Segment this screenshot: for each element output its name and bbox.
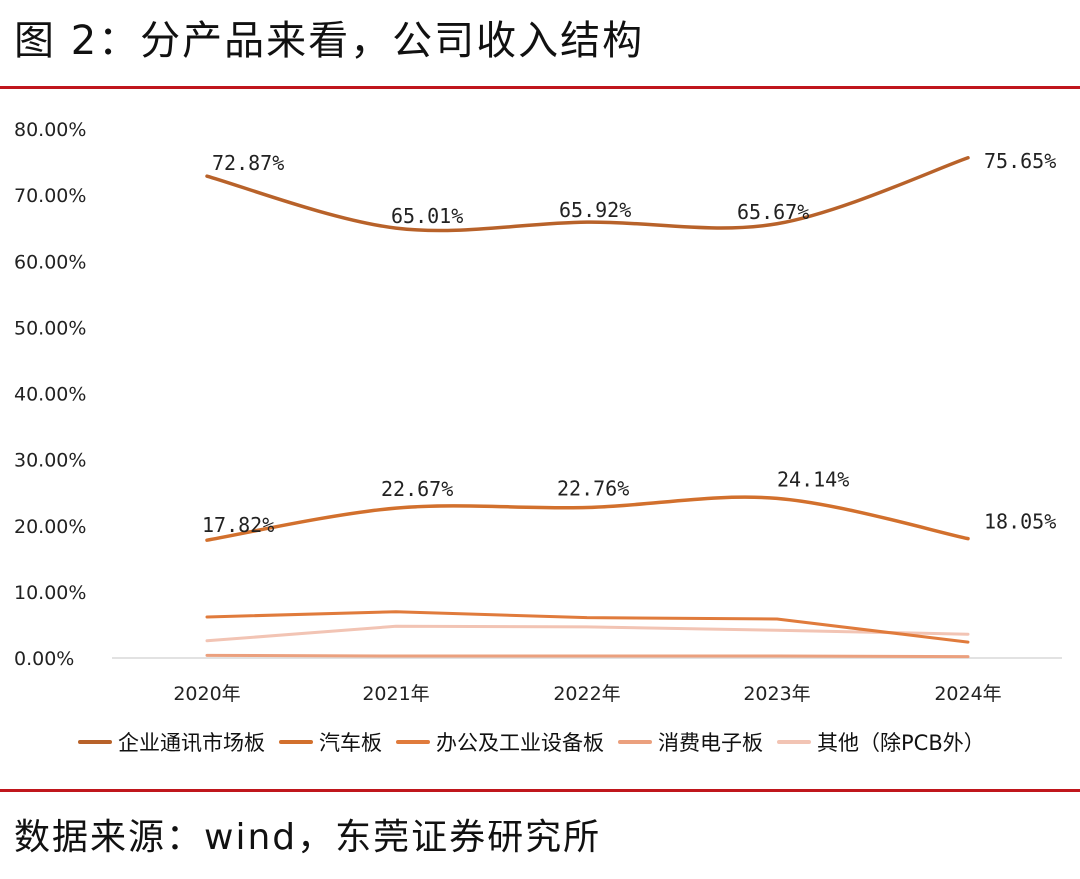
chart-data-labels: 72.87% 65.01% 65.92% 65.67% 75.65% 17.82% 22.6…: [202, 149, 1056, 537]
data-label: 65.01%: [391, 204, 463, 228]
data-label: 22.67%: [381, 477, 453, 501]
source-note: 数据来源：wind，东莞证券研究所: [14, 817, 602, 858]
y-tick-label: 40.00%: [14, 384, 86, 406]
y-tick-label: 50.00%: [14, 317, 86, 339]
data-label: 17.82%: [202, 513, 274, 537]
data-label: 22.76%: [557, 476, 629, 500]
y-tick-label: 30.00%: [14, 450, 86, 472]
line-chart: 0.00% 10.00% 20.00% 30.00% 40.00% 50.00% 60.00…: [14, 119, 1062, 705]
legend-swatch: [618, 740, 652, 744]
chart-legend: 企业通讯市场板 汽车板 办公及工业设备板 消费电子板 其他（除PCB外）: [78, 727, 1058, 757]
x-tick-label: 2020年: [173, 683, 240, 705]
series-line-4: [205, 653, 970, 659]
legend-swatch: [777, 740, 811, 744]
data-label: 75.65%: [984, 149, 1056, 173]
bottom-divider: [0, 789, 1080, 792]
data-label: 65.67%: [737, 200, 809, 224]
legend-item: 办公及工业设备板: [396, 727, 604, 757]
data-label: 65.92%: [559, 198, 631, 222]
y-tick-label: 20.00%: [14, 516, 86, 538]
data-label: 72.87%: [212, 151, 284, 175]
y-tick-label: 60.00%: [14, 251, 86, 273]
y-tick-label: 80.00%: [14, 119, 86, 141]
legend-item: 汽车板: [279, 727, 382, 757]
top-divider: [0, 86, 1080, 89]
chart-series: [205, 156, 970, 659]
legend-label: 办公及工业设备板: [436, 731, 604, 755]
x-tick-label: 2022年: [553, 683, 620, 705]
x-tick-label: 2024年: [934, 683, 1001, 705]
legend-swatch: [78, 740, 112, 744]
data-label: 18.05%: [984, 510, 1056, 534]
y-tick-label: 70.00%: [14, 185, 86, 207]
y-tick-label: 0.00%: [14, 648, 74, 670]
legend-label: 其他（除PCB外）: [817, 731, 985, 755]
series-line-2: [205, 495, 970, 542]
legend-label: 汽车板: [319, 731, 382, 755]
x-tick-label: 2023年: [743, 683, 810, 705]
legend-label: 消费电子板: [658, 731, 763, 755]
x-tick-label: 2021年: [362, 683, 429, 705]
legend-swatch: [279, 740, 313, 744]
legend-item: 其他（除PCB外）: [777, 727, 985, 757]
chart-axes: 0.00% 10.00% 20.00% 30.00% 40.00% 50.00% 60.00…: [14, 119, 1062, 705]
data-label: 24.14%: [777, 467, 849, 491]
legend-item: 企业通讯市场板: [78, 727, 265, 757]
figure-title: 图 2：分产品来看，公司收入结构: [14, 18, 645, 64]
legend-swatch: [396, 740, 430, 744]
y-tick-label: 10.00%: [14, 582, 86, 604]
legend-label: 企业通讯市场板: [118, 731, 265, 755]
legend-item: 消费电子板: [618, 727, 763, 757]
